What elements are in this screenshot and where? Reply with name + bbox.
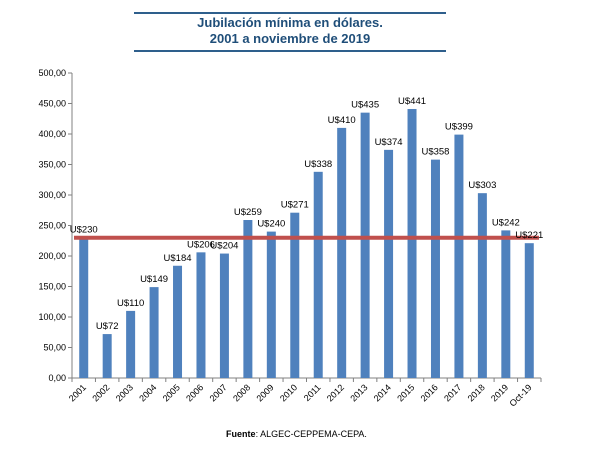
title-bottom-rule — [134, 50, 446, 52]
data-label: U$374 — [375, 137, 403, 148]
x-tick-label: 2016 — [419, 382, 440, 403]
y-tick-label: 450,00 — [38, 99, 66, 109]
x-tick-label: 2005 — [161, 382, 182, 403]
chart-title-line-1: Jubilación mínima en dólares. — [197, 15, 383, 30]
x-tick-label: 2009 — [255, 382, 276, 403]
data-label: U$206 — [187, 239, 215, 250]
bar — [266, 231, 276, 378]
y-tick-label: 500,00 — [38, 68, 66, 78]
data-label: U$410 — [328, 115, 356, 126]
x-tick-label: 2002 — [90, 382, 111, 403]
bar — [79, 237, 89, 378]
data-label: U$338 — [304, 159, 332, 170]
chart-data-labels: U$230U$72U$110U$149U$184U$206U$204U$259U… — [70, 96, 544, 332]
data-label: U$259 — [234, 207, 262, 218]
bar — [102, 334, 112, 378]
y-tick-label: 400,00 — [38, 129, 66, 139]
x-tick-label: Oct-19 — [508, 382, 534, 408]
y-tick-label: 50,00 — [43, 343, 66, 353]
x-tick-label: 2008 — [231, 382, 252, 403]
data-label: U$204 — [210, 241, 238, 252]
y-tick-label: 300,00 — [38, 190, 66, 200]
chart-bars — [79, 108, 534, 379]
y-tick-label: 200,00 — [38, 251, 66, 261]
bar — [501, 230, 511, 378]
bar — [243, 220, 253, 378]
x-tick-label: 2011 — [302, 382, 323, 403]
y-tick-label: 0,00 — [48, 373, 66, 383]
bar — [337, 127, 347, 379]
x-tick-label: 2004 — [137, 382, 158, 403]
bar — [454, 134, 464, 378]
bar — [407, 108, 417, 379]
data-label: U$240 — [257, 219, 285, 230]
bar — [360, 112, 370, 379]
bar — [196, 252, 206, 378]
bar — [290, 212, 300, 378]
bar — [126, 310, 136, 378]
x-tick-label: 2014 — [372, 382, 393, 403]
data-label: U$72 — [96, 321, 119, 332]
x-tick-label: 2018 — [466, 382, 487, 403]
source-label: Fuente — [226, 429, 256, 439]
y-tick-label: 100,00 — [38, 312, 66, 322]
y-tick-label: 350,00 — [38, 160, 66, 170]
title-top-rule — [134, 12, 446, 14]
data-label: U$221 — [515, 230, 543, 241]
x-tick-label: 2012 — [325, 382, 346, 403]
bar — [477, 193, 487, 378]
data-label: U$441 — [398, 96, 426, 107]
bar — [524, 243, 534, 378]
x-tick-label: 2003 — [114, 382, 135, 403]
bar — [173, 265, 183, 378]
bar — [149, 287, 159, 378]
x-tick-label: 2017 — [442, 382, 463, 403]
data-label: U$303 — [468, 180, 496, 191]
x-tick-label: 2015 — [395, 382, 416, 403]
source-note: Fuente: ALGEC-CEPPEMA-CEPA. — [0, 429, 593, 439]
bar — [219, 253, 229, 378]
bar — [384, 149, 394, 378]
data-label: U$399 — [445, 122, 473, 133]
chart-title-block: Jubilación mínima en dólares. 2001 a nov… — [134, 8, 446, 54]
chart-title-line-2: 2001 a noviembre de 2019 — [209, 31, 371, 46]
x-tick-label: 2010 — [278, 382, 299, 403]
data-label: U$271 — [281, 200, 309, 211]
y-tick-label: 250,00 — [38, 221, 66, 231]
x-tick-label: 2019 — [489, 382, 510, 403]
data-label: U$149 — [140, 274, 168, 285]
x-tick-label: 2013 — [348, 382, 369, 403]
y-tick-label: 150,00 — [38, 282, 66, 292]
data-label: U$184 — [164, 253, 192, 264]
x-tick-label: 2007 — [208, 382, 229, 403]
bar — [313, 171, 323, 378]
x-tick-label: 2001 — [67, 382, 88, 403]
data-label: U$358 — [421, 147, 449, 158]
source-text: : ALGEC-CEPPEMA-CEPA. — [255, 429, 367, 439]
x-tick-label: 2006 — [184, 382, 205, 403]
data-label: U$435 — [351, 100, 379, 111]
data-label: U$110 — [117, 298, 144, 309]
bar — [430, 159, 440, 378]
data-label: U$230 — [70, 225, 98, 236]
data-label: U$242 — [492, 217, 520, 228]
